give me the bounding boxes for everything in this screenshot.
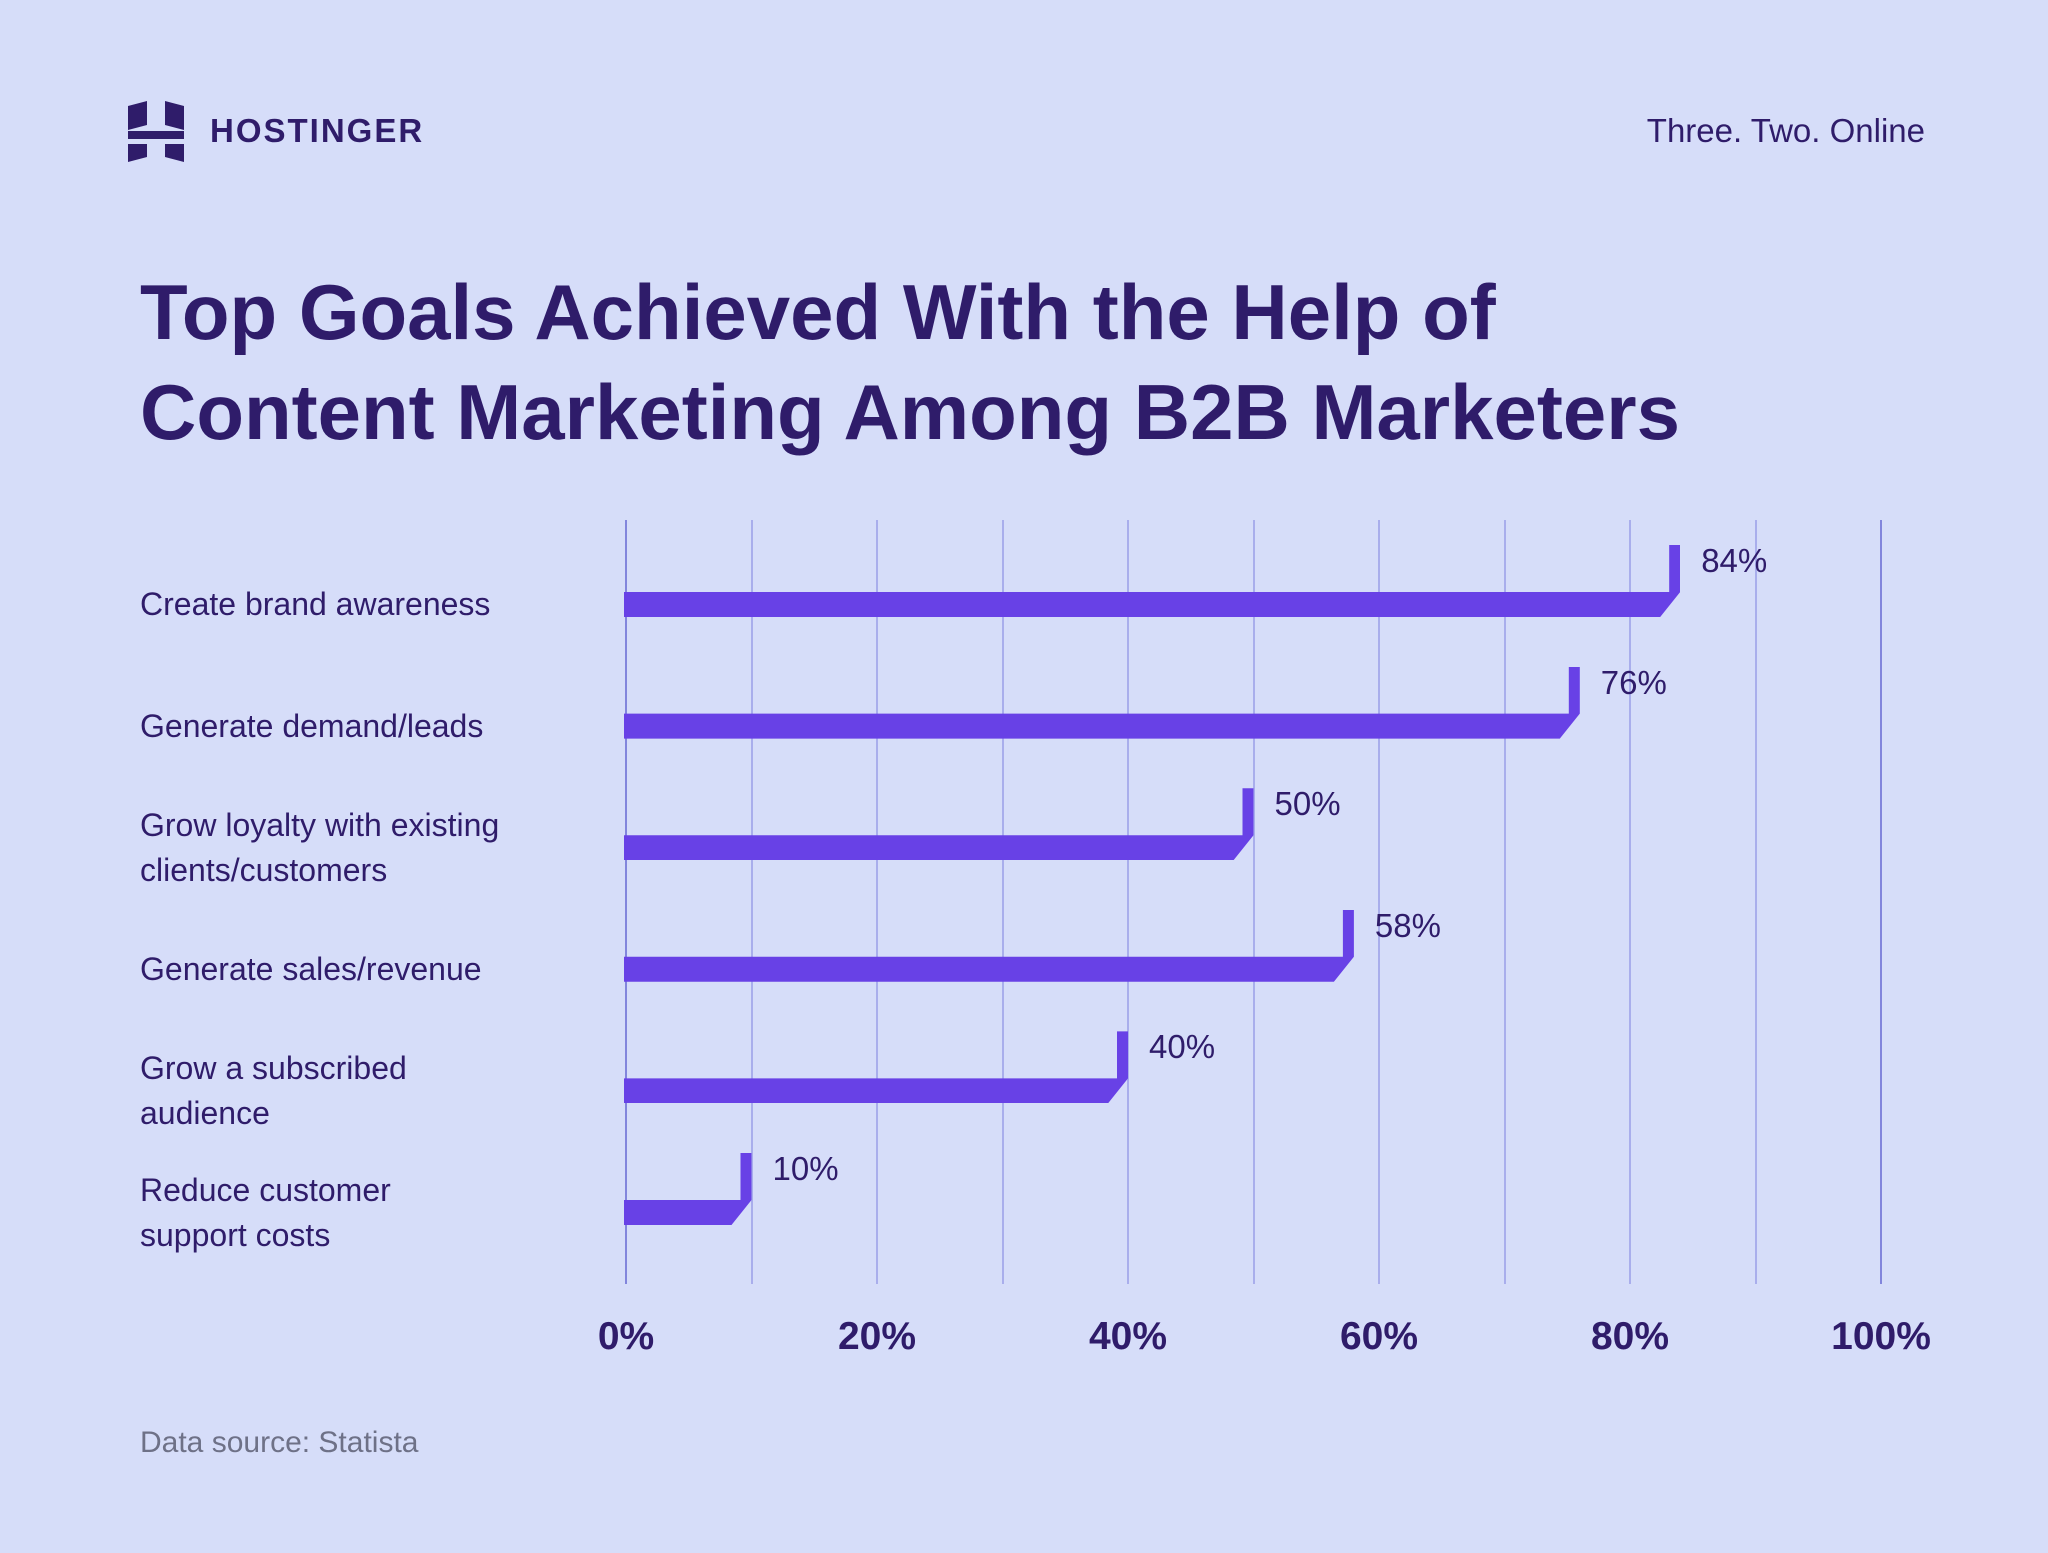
gridline-0pct xyxy=(625,520,627,1284)
category-label-line: Generate sales/revenue xyxy=(140,950,482,987)
bar-4 xyxy=(624,910,1354,982)
x-tick-label: 40% xyxy=(1088,1315,1168,1358)
x-tick-label: 100% xyxy=(1831,1315,1931,1358)
category-label: Generate sales/revenue xyxy=(140,919,620,1019)
data-source-note: Data source: Statista xyxy=(140,1426,419,1459)
chart-title: Top Goals Achieved With the Help of Conte… xyxy=(140,262,1680,462)
category-label: Grow a subscribed audience xyxy=(140,1041,620,1141)
category-label-line: support costs xyxy=(140,1216,331,1253)
category-label-line: Reduce customer xyxy=(140,1171,391,1208)
bar-2 xyxy=(624,667,1580,739)
category-label-line: clients/customers xyxy=(140,851,388,888)
bar-1 xyxy=(624,545,1680,617)
header: HOSTINGER Three. Two. Online xyxy=(128,98,1925,164)
category-label: Generate demand/leads xyxy=(140,676,620,776)
bar-3 xyxy=(624,788,1254,860)
x-tick-label: 0% xyxy=(597,1315,655,1358)
x-tick-label: 80% xyxy=(1590,1315,1670,1358)
category-label-line: Create brand awareness xyxy=(140,586,491,622)
brand-wordmark: HOSTINGER xyxy=(210,112,425,149)
gridline-30pct xyxy=(1001,520,1004,1284)
brand-tagline: Three. Two. Online xyxy=(1646,112,1925,149)
value-label: 40% xyxy=(1149,1028,1216,1066)
gridline-90pct xyxy=(1754,520,1757,1284)
gridline-80pct xyxy=(1629,520,1631,1284)
value-label: 10% xyxy=(772,1150,839,1187)
value-label: 50% xyxy=(1274,785,1341,823)
x-tick-label: 60% xyxy=(1339,1315,1419,1358)
value-label: 84% xyxy=(1701,542,1768,579)
gridline-40pct xyxy=(1127,520,1129,1284)
chart-title-line-1: Top Goals Achieved With the Help of xyxy=(140,268,1496,356)
chart-title-line-2: Content Marketing Among B2B Marketers xyxy=(140,368,1681,456)
value-label: 76% xyxy=(1600,663,1667,701)
category-label-line: Generate demand/leads xyxy=(140,707,484,744)
bar-6 xyxy=(624,1153,752,1225)
x-tick-label: 20% xyxy=(837,1315,917,1358)
category-label: Reduce customer support costs xyxy=(140,1163,620,1263)
gridline-60pct xyxy=(1378,520,1380,1284)
hostinger-logo-icon xyxy=(128,100,184,162)
category-label: Grow loyalty with existing clients/custom… xyxy=(140,798,620,898)
gridline-50pct xyxy=(1252,520,1255,1284)
gridline-70pct xyxy=(1503,520,1506,1284)
gridline-100pct xyxy=(1880,520,1882,1284)
brand: HOSTINGER xyxy=(128,100,425,162)
gridline-10pct xyxy=(750,520,753,1284)
category-label: Create brand awareness xyxy=(140,555,620,655)
category-label-line: Grow loyalty with existing xyxy=(140,806,500,843)
value-label: 58% xyxy=(1374,906,1441,944)
category-label-line: audience xyxy=(140,1094,270,1131)
category-label-line: Grow a subscribed xyxy=(140,1049,407,1086)
gridline-20pct xyxy=(876,520,878,1284)
